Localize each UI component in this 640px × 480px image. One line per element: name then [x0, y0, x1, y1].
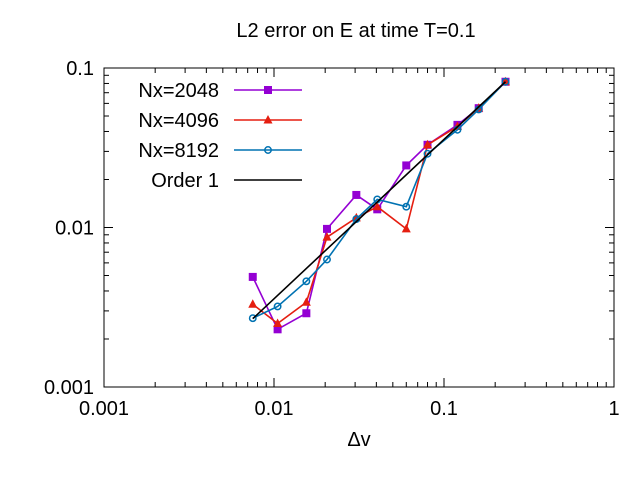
axis-ticks: 0.001 0.01 0.1 1 0.001 0.01 0.1 — [44, 58, 620, 420]
data-point — [401, 223, 411, 233]
chart-title: L2 error on E at time T=0.1 — [236, 20, 475, 42]
data-point — [273, 325, 282, 334]
data-point — [273, 302, 282, 311]
data-point — [423, 139, 433, 149]
data-point — [501, 77, 510, 86]
data-point — [248, 299, 258, 308]
data-point — [372, 201, 382, 211]
data-point — [302, 277, 311, 286]
legend-swatch-marker — [264, 86, 272, 94]
series-line-2 — [252, 81, 507, 319]
data-point — [322, 224, 331, 233]
data-point — [301, 297, 311, 306]
data-point — [402, 161, 411, 170]
data-point — [273, 318, 283, 328]
legend-label: Order 1 — [151, 170, 219, 192]
data-point — [352, 190, 361, 199]
legend-swatch-marker — [264, 146, 272, 154]
data-point — [248, 314, 257, 323]
data-point — [323, 255, 331, 264]
y-tick-label: 0.001 — [44, 377, 94, 399]
x-tick-label: 0.1 — [430, 398, 458, 420]
legend-label: Nx=2048 — [138, 80, 219, 102]
plot-area — [248, 76, 510, 334]
legend-swatch-marker — [263, 115, 273, 124]
data-point — [322, 232, 332, 241]
legend-label: Nx=4096 — [138, 110, 219, 132]
x-tick-label: 1 — [608, 398, 619, 420]
series-line-3 — [252, 81, 507, 320]
legend-label: Nx=8192 — [138, 140, 219, 162]
legend: Nx=2048 Nx=4096 Nx=8192 Order 1 — [138, 80, 302, 192]
data-point — [402, 202, 411, 211]
data-point — [302, 309, 311, 318]
y-tick-label: 0.01 — [55, 218, 94, 240]
y-tick-label: 0.1 — [66, 58, 94, 80]
x-tick-label: 0.01 — [255, 398, 294, 420]
data-point — [423, 149, 432, 158]
data-point — [248, 272, 257, 281]
x-tick-label: 0.001 — [79, 398, 129, 420]
x-axis-label: Δv — [347, 429, 370, 451]
